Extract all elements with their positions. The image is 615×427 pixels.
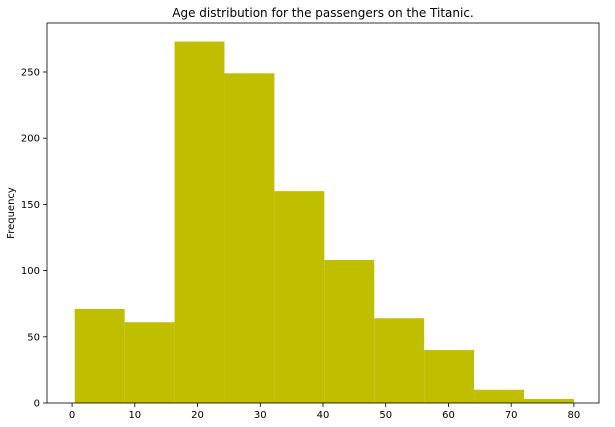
histogram-bar <box>523 399 574 403</box>
histogram-bar <box>274 191 325 403</box>
y-tick-label: 0 <box>34 399 40 410</box>
x-tick-label: 80 <box>568 410 581 421</box>
y-tick-label: 150 <box>21 200 40 211</box>
histogram-bar <box>74 308 125 403</box>
y-tick-label: 200 <box>21 134 40 145</box>
histogram-bar <box>224 73 275 403</box>
x-tick-label: 30 <box>254 410 267 421</box>
axes-group: 0 10 20 30 40 50 60 70 80 0 50 100 150 200 250 <box>21 22 600 421</box>
x-tick-label: 10 <box>128 410 141 421</box>
x-tick-label: 70 <box>505 410 518 421</box>
histogram-bar <box>124 322 175 403</box>
y-tick-label: 50 <box>27 332 40 343</box>
histogram-bar <box>174 41 225 403</box>
histogram-bar <box>424 350 475 403</box>
x-tick-label: 60 <box>442 410 455 421</box>
bars-group <box>74 41 574 403</box>
histogram-bar <box>474 389 524 403</box>
histogram-bar <box>324 260 375 403</box>
x-tick-label: 20 <box>191 410 204 421</box>
x-tick-label: 50 <box>379 410 392 421</box>
y-tick-label: 100 <box>21 266 40 277</box>
histogram-bar <box>374 318 425 403</box>
chart-title: Age distribution for the passengers on t… <box>172 6 473 20</box>
x-tick-label: 40 <box>317 410 330 421</box>
y-tick-label: 250 <box>21 67 40 78</box>
y-axis-label: Frequency <box>6 187 17 239</box>
x-tick-label: 0 <box>69 410 75 421</box>
